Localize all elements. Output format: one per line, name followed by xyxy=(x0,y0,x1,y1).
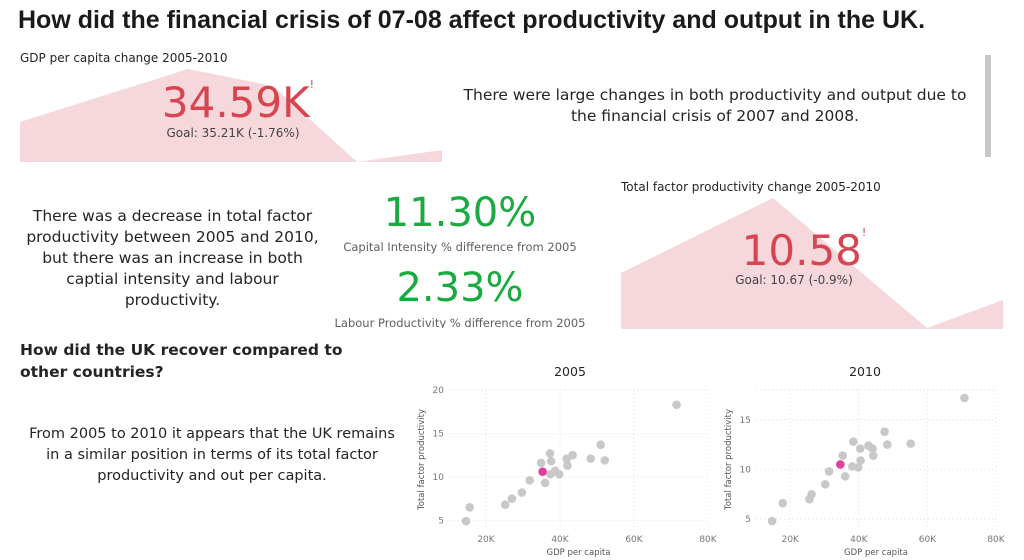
uk-data-point[interactable] xyxy=(538,467,547,476)
capital-intensity-label: Capital Intensity % difference from 2005 xyxy=(343,240,577,254)
data-point[interactable] xyxy=(856,456,865,465)
recovery-title: How did the UK recover compared to other… xyxy=(20,341,343,381)
data-point[interactable] xyxy=(855,444,865,453)
data-point[interactable] xyxy=(546,456,556,466)
data-point[interactable] xyxy=(545,449,555,458)
y-tick-label: 15 xyxy=(433,429,444,439)
chart-2010-title: 2010 xyxy=(849,364,881,379)
intro-text: There were large changes in both product… xyxy=(463,86,967,125)
data-point[interactable] xyxy=(820,480,830,489)
gdp-card-title: GDP per capita change 2005-2010 xyxy=(20,51,228,65)
tfp-card-title: Total factor productivity change 2005-20… xyxy=(621,180,881,194)
scrollbar[interactable] xyxy=(985,55,991,157)
x-tick-label: 40K xyxy=(850,535,868,545)
y-tick-label: 10 xyxy=(433,473,445,483)
data-point[interactable] xyxy=(586,454,596,463)
data-point[interactable] xyxy=(868,451,878,460)
y-tick-label: 15 xyxy=(740,416,751,426)
recovery-text: From 2005 to 2010 it appears that the UK… xyxy=(29,426,395,484)
x-tick-label: 80K xyxy=(987,535,1005,545)
y-axis-label: Total factor productivity xyxy=(417,409,427,511)
gdp-value-text: 34.59K xyxy=(161,78,310,127)
capital-intensity-value: 11.30% xyxy=(383,190,537,236)
uk-data-point[interactable] xyxy=(836,460,845,469)
data-point[interactable] xyxy=(554,469,564,479)
data-point[interactable] xyxy=(880,427,889,437)
x-axis-label: GDP per capita xyxy=(547,548,611,558)
y-tick-label: 5 xyxy=(745,515,751,525)
labour-productivity-value: 2.33% xyxy=(396,265,524,311)
data-point[interactable] xyxy=(824,467,834,476)
data-point[interactable] xyxy=(600,456,610,465)
data-point[interactable] xyxy=(536,458,546,468)
data-point[interactable] xyxy=(500,500,510,509)
chart-2005-title: 2005 xyxy=(554,364,586,379)
gdp-value: 34.59K! xyxy=(158,78,318,127)
data-point[interactable] xyxy=(838,451,848,460)
gdp-kpi-card[interactable]: GDP per capita change 2005-2010 34.59K! … xyxy=(18,48,444,164)
data-point[interactable] xyxy=(525,476,534,485)
data-point[interactable] xyxy=(596,440,605,450)
data-point[interactable] xyxy=(849,437,858,446)
y-axis-label: Total factor productivity xyxy=(724,409,734,511)
alert-icon: ! xyxy=(309,78,315,91)
summary-text: There was a decrease in total factor pro… xyxy=(26,207,319,309)
data-point[interactable] xyxy=(853,463,863,472)
tfp-value-text: 10.58 xyxy=(741,226,862,275)
x-tick-label: 20K xyxy=(477,535,495,545)
x-axis-label: GDP per capita xyxy=(844,548,908,558)
data-point[interactable] xyxy=(840,472,850,481)
x-tick-label: 20K xyxy=(782,535,800,545)
data-point[interactable] xyxy=(507,494,517,503)
y-tick-label: 20 xyxy=(433,386,445,396)
data-point[interactable] xyxy=(883,440,892,449)
x-tick-label: 40K xyxy=(551,535,569,545)
data-point[interactable] xyxy=(767,516,777,526)
data-point[interactable] xyxy=(906,439,915,448)
data-point[interactable] xyxy=(868,444,877,453)
data-point[interactable] xyxy=(465,502,475,512)
data-point[interactable] xyxy=(540,478,550,488)
data-point[interactable] xyxy=(807,489,816,499)
data-point[interactable] xyxy=(672,400,681,410)
labour-productivity-label: Labour Productivity % difference from 20… xyxy=(334,316,586,328)
tfp-trend-area xyxy=(621,198,1003,329)
x-tick-label: 60K xyxy=(919,535,937,545)
gdp-goal: Goal: 35.21K (-1.76%) xyxy=(166,126,300,140)
x-tick-label: 80K xyxy=(699,535,717,545)
data-point[interactable] xyxy=(778,498,788,508)
data-point[interactable] xyxy=(568,450,577,460)
data-point[interactable] xyxy=(461,516,471,526)
page-title: How did the financial crisis of 07-08 af… xyxy=(18,6,926,34)
x-tick-label: 60K xyxy=(625,535,643,545)
gdp-trend-area xyxy=(20,69,442,162)
tfp-kpi-card[interactable]: Total factor productivity change 2005-20… xyxy=(619,178,1005,330)
data-point[interactable] xyxy=(563,461,572,470)
alert-icon: ! xyxy=(861,226,867,239)
tfp-goal: Goal: 10.67 (-0.9%) xyxy=(735,273,853,287)
data-point[interactable] xyxy=(517,488,527,497)
y-tick-label: 10 xyxy=(740,465,752,475)
tfp-value: 10.58! xyxy=(734,226,874,275)
data-point[interactable] xyxy=(960,393,969,403)
y-tick-label: 5 xyxy=(438,516,444,526)
